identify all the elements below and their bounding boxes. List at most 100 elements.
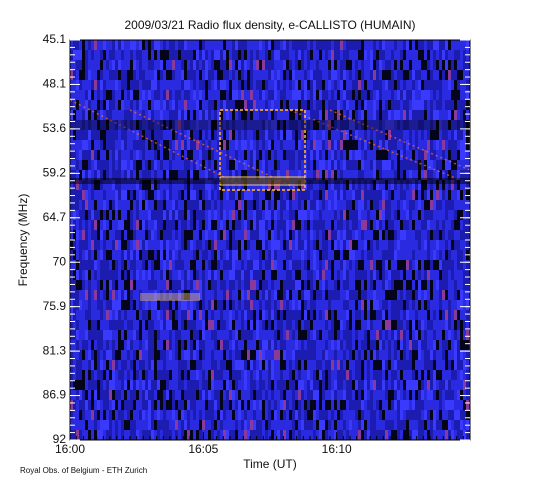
texture-cell <box>70 70 73 80</box>
texture-cell <box>277 230 280 240</box>
texture-cell <box>115 150 118 160</box>
texture-cell <box>277 200 280 210</box>
texture-cell <box>376 60 379 70</box>
texture-cell <box>364 180 367 190</box>
texture-cell <box>208 250 211 260</box>
texture-cell <box>103 240 106 250</box>
texture-cell <box>109 80 112 90</box>
texture-cell <box>355 230 358 240</box>
texture-cell <box>178 250 181 260</box>
texture-cell <box>403 320 406 330</box>
texture-cell <box>118 140 121 150</box>
texture-cell <box>295 190 298 200</box>
texture-cell <box>328 350 331 360</box>
texture-cell <box>268 60 271 70</box>
texture-cell <box>118 60 121 70</box>
texture-cell <box>418 220 421 230</box>
texture-cell <box>322 350 325 360</box>
texture-cell <box>214 290 217 300</box>
texture-cell <box>346 260 349 270</box>
texture-cell <box>262 310 265 320</box>
texture-cell <box>235 380 238 390</box>
texture-cell <box>244 320 247 330</box>
texture-cell <box>163 300 166 310</box>
texture-cell <box>421 230 424 240</box>
texture-cell <box>340 370 343 380</box>
texture-cell <box>307 230 310 240</box>
texture-cell <box>325 410 328 420</box>
texture-cell <box>262 370 265 380</box>
texture-cell <box>70 180 73 190</box>
texture-cell <box>277 410 280 420</box>
texture-cell <box>340 320 343 330</box>
texture-cell <box>439 170 442 180</box>
texture-cell <box>115 40 118 50</box>
texture-cell <box>277 250 280 260</box>
texture-cell <box>400 220 403 230</box>
texture-cell <box>79 400 82 410</box>
texture-cell <box>424 100 427 110</box>
texture-cell <box>292 200 295 210</box>
texture-cell <box>421 130 424 140</box>
texture-cell <box>121 180 124 190</box>
texture-cell <box>103 360 106 370</box>
texture-cell <box>340 100 343 110</box>
texture-cell <box>82 350 85 360</box>
texture-cell <box>232 430 235 440</box>
texture-cell <box>184 340 187 350</box>
texture-cell <box>259 150 262 160</box>
texture-cell <box>124 360 127 370</box>
texture-cell <box>85 100 88 110</box>
texture-cell <box>244 230 247 240</box>
texture-cell <box>85 180 88 190</box>
texture-cell <box>403 230 406 240</box>
texture-cell <box>427 390 430 400</box>
texture-cell <box>403 60 406 70</box>
texture-cell <box>373 110 376 120</box>
texture-cell <box>247 330 250 340</box>
texture-cell <box>112 380 115 390</box>
texture-cell <box>100 350 103 360</box>
texture-cell <box>331 320 334 330</box>
texture-cell <box>76 380 79 390</box>
texture-cell <box>118 200 121 210</box>
texture-cell <box>244 60 247 70</box>
texture-cell <box>163 250 166 260</box>
texture-cell <box>193 120 196 130</box>
texture-cell <box>181 340 184 350</box>
texture-cell <box>187 260 190 270</box>
texture-cell <box>301 390 304 400</box>
texture-cell <box>139 240 142 250</box>
texture-cell <box>217 180 220 190</box>
texture-cell <box>355 290 358 300</box>
texture-cell <box>130 280 133 290</box>
texture-cell <box>79 170 82 180</box>
texture-cell <box>205 280 208 290</box>
texture-cell <box>208 430 211 440</box>
texture-cell <box>172 40 175 50</box>
texture-cell <box>415 130 418 140</box>
texture-cell <box>178 80 181 90</box>
texture-cell <box>394 230 397 240</box>
texture-cell <box>172 220 175 230</box>
texture-cell <box>247 170 250 180</box>
texture-cell <box>100 60 103 70</box>
texture-cell <box>319 190 322 200</box>
texture-cell <box>181 50 184 60</box>
texture-cell <box>382 240 385 250</box>
texture-cell <box>220 190 223 200</box>
texture-cell <box>256 390 259 400</box>
texture-cell <box>367 70 370 80</box>
texture-cell <box>403 180 406 190</box>
texture-cell <box>145 230 148 240</box>
texture-cell <box>328 380 331 390</box>
texture-cell <box>121 210 124 220</box>
texture-cell <box>286 420 289 430</box>
texture-cell <box>418 250 421 260</box>
texture-cell <box>139 80 142 90</box>
texture-cell <box>127 180 130 190</box>
texture-cell <box>400 350 403 360</box>
texture-cell <box>100 240 103 250</box>
texture-cell <box>316 200 319 210</box>
texture-cell <box>394 170 397 180</box>
